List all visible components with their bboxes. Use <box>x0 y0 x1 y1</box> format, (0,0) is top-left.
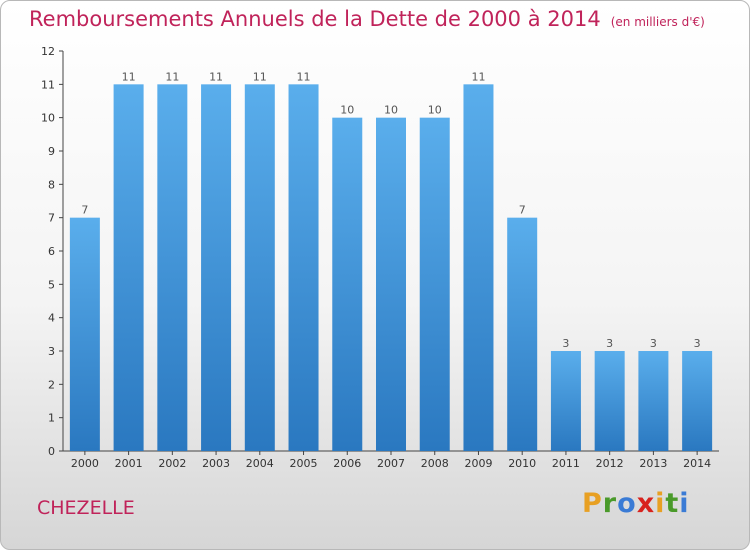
x-tick-label: 2009 <box>464 457 492 470</box>
bar <box>376 117 406 452</box>
y-tick-label: 3 <box>48 345 55 358</box>
bar-value-label: 11 <box>253 70 267 83</box>
x-tick-label: 2002 <box>158 457 186 470</box>
bar <box>682 351 713 451</box>
bar <box>113 84 144 451</box>
bar-value-label: 11 <box>297 70 311 83</box>
y-tick-label: 4 <box>48 312 55 325</box>
bar <box>201 84 232 451</box>
bar-value-label: 3 <box>562 337 569 350</box>
bar <box>69 217 100 451</box>
logo-letter: i <box>655 488 666 519</box>
bar-value-label: 3 <box>606 337 613 350</box>
logo-letter: r <box>602 488 618 519</box>
y-tick-label: 1 <box>48 412 55 425</box>
logo-letter: o <box>617 488 637 519</box>
x-tick-label: 2003 <box>202 457 230 470</box>
bar <box>550 351 581 451</box>
logo-letter: i <box>679 488 690 519</box>
y-tick-label: 7 <box>48 212 55 225</box>
chart-title-text: Remboursements Annuels de la Dette de 20… <box>29 7 601 31</box>
x-tick-label: 2000 <box>71 457 99 470</box>
bar-value-label: 11 <box>471 70 485 83</box>
x-tick-label: 2014 <box>683 457 711 470</box>
y-tick-label: 12 <box>41 45 55 58</box>
x-tick-label: 2004 <box>246 457 274 470</box>
x-tick-label: 2005 <box>290 457 318 470</box>
y-tick-label: 2 <box>48 378 55 391</box>
bar-value-label: 3 <box>694 337 701 350</box>
y-tick-label: 6 <box>48 245 55 258</box>
bar-value-label: 10 <box>340 104 354 117</box>
bar-value-label: 11 <box>209 70 223 83</box>
bar <box>463 84 494 451</box>
y-tick-label: 10 <box>41 112 55 125</box>
proxiti-logo: Proxiti <box>582 488 690 519</box>
bar <box>507 217 538 451</box>
x-tick-label: 2012 <box>596 457 624 470</box>
x-tick-label: 2008 <box>421 457 449 470</box>
bar <box>157 84 188 451</box>
bar <box>288 84 319 451</box>
x-tick-label: 2007 <box>377 457 405 470</box>
x-tick-label: 2010 <box>508 457 536 470</box>
logo-letter: x <box>636 488 656 519</box>
x-tick-label: 2006 <box>333 457 361 470</box>
bar-value-label: 3 <box>650 337 657 350</box>
logo-letter: t <box>665 488 680 519</box>
logo-letter: P <box>582 488 603 519</box>
y-tick-label: 0 <box>48 445 55 458</box>
bar <box>332 117 363 452</box>
bar-value-label: 7 <box>519 204 526 217</box>
bar-value-label: 11 <box>122 70 136 83</box>
y-tick-label: 11 <box>41 78 55 91</box>
chart-title: Remboursements Annuels de la Dette de 20… <box>29 7 705 31</box>
x-tick-label: 2011 <box>552 457 580 470</box>
bar-value-label: 11 <box>165 70 179 83</box>
bar <box>594 351 625 451</box>
y-tick-label: 8 <box>48 178 55 191</box>
y-tick-label: 5 <box>48 278 55 291</box>
y-tick-label: 9 <box>48 145 55 158</box>
bar-value-label: 10 <box>384 104 398 117</box>
bar <box>419 117 450 452</box>
chart-subtitle: (en milliers d'€) <box>610 15 705 29</box>
place-name: CHEZELLE <box>37 497 135 519</box>
bar-value-label: 10 <box>428 104 442 117</box>
bar <box>244 84 275 451</box>
x-tick-label: 2001 <box>115 457 143 470</box>
x-tick-label: 2013 <box>639 457 667 470</box>
bar-value-label: 7 <box>81 204 88 217</box>
bar <box>638 351 669 451</box>
